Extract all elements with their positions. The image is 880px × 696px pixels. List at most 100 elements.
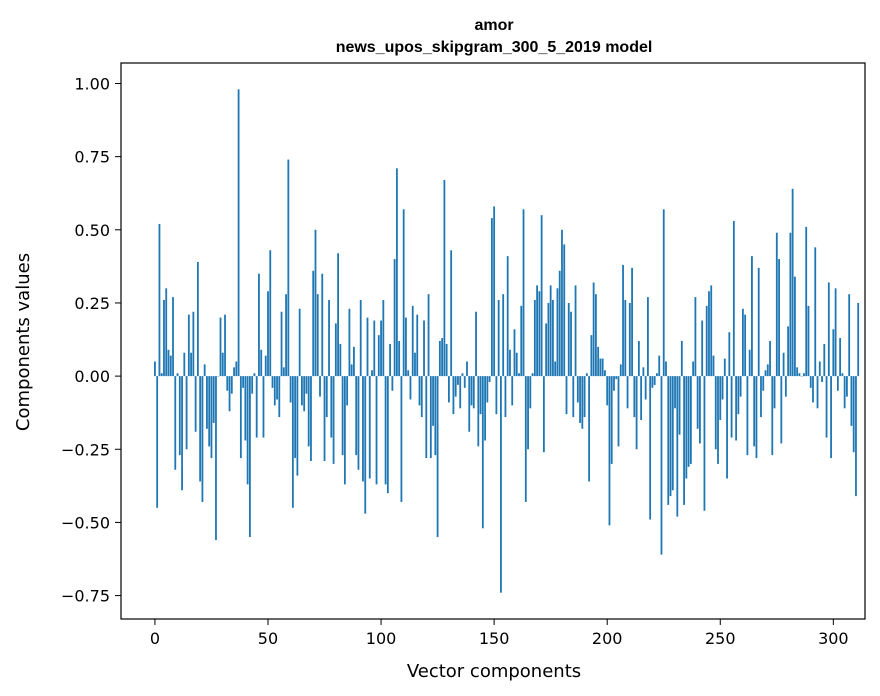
y-tick-label: 0.25: [74, 294, 110, 313]
bar-90: [357, 376, 360, 470]
bar-37: [237, 89, 240, 377]
bar-213: [635, 376, 638, 450]
bar-178: [556, 288, 559, 377]
bar-301: [834, 288, 837, 377]
bar-63: [296, 376, 299, 476]
bar-153: [500, 376, 502, 593]
bar-121: [427, 294, 430, 377]
bar-208: [624, 300, 627, 377]
bar-278: [782, 352, 785, 377]
bar-143: [477, 376, 480, 447]
bar-86: [348, 308, 351, 377]
bar-290: [809, 376, 812, 388]
bar-294: [818, 361, 821, 377]
bar-29: [219, 317, 222, 377]
x-tick-label: 50: [258, 629, 278, 648]
bar-95: [368, 376, 371, 479]
bar-82: [339, 343, 342, 377]
bar-260: [741, 308, 744, 377]
x-axis-ticks: 0 50 100 150 200 250 300: [150, 619, 849, 648]
bar-9: [174, 376, 177, 470]
bar-60: [289, 376, 292, 403]
bar-280: [787, 326, 790, 377]
bar-54: [276, 376, 278, 400]
bar-126: [438, 341, 441, 377]
bar-228: [669, 376, 672, 497]
bar-0: [154, 361, 156, 377]
bar-270: [764, 370, 767, 377]
bar-224: [660, 376, 663, 555]
bar-211: [631, 267, 633, 377]
bar-223: [658, 355, 661, 377]
bar-154: [502, 294, 505, 377]
bar-184: [570, 311, 572, 377]
bar-92: [362, 376, 364, 482]
bar-125: [436, 376, 439, 538]
bar-194: [592, 282, 595, 377]
bar-64: [298, 308, 301, 377]
bar-274: [773, 376, 776, 409]
bar-118: [420, 376, 423, 418]
bar-139: [468, 376, 471, 432]
bar-114: [411, 305, 414, 377]
bar-83: [341, 376, 344, 456]
bar-150: [493, 206, 496, 377]
bar-104: [389, 343, 392, 377]
bar-53: [273, 376, 276, 406]
bar-142: [475, 311, 477, 377]
bar-198: [601, 358, 604, 377]
bar-225: [662, 209, 665, 377]
bars-group: [154, 89, 860, 593]
bar-287: [803, 373, 805, 377]
bar-59: [287, 159, 290, 377]
bar-7: [169, 355, 172, 377]
bar-152: [497, 300, 500, 377]
bar-97: [373, 320, 376, 377]
bar-248: [714, 376, 717, 450]
bar-176: [552, 300, 554, 377]
bar-20: [199, 376, 202, 482]
bar-191: [585, 373, 588, 377]
bar-246: [710, 285, 713, 377]
bar-145: [481, 376, 484, 529]
bar-146: [484, 376, 486, 441]
bar-305: [843, 376, 846, 409]
bar-199: [604, 370, 606, 377]
bar-84: [343, 376, 346, 485]
bar-220: [651, 376, 654, 388]
bar-110: [402, 209, 405, 377]
bar-1: [156, 376, 159, 508]
bar-192: [588, 376, 591, 482]
bar-47: [260, 349, 263, 377]
bar-285: [798, 373, 801, 377]
bar-231: [676, 376, 679, 517]
bar-197: [599, 358, 602, 377]
bar-244: [705, 305, 708, 377]
bar-68: [307, 376, 310, 447]
bar-297: [825, 376, 828, 438]
bar-33: [228, 376, 231, 412]
bar-161: [518, 373, 520, 377]
bar-31: [224, 314, 226, 377]
bar-55: [278, 376, 281, 418]
bar-269: [762, 376, 765, 391]
x-tick-label: 0: [150, 629, 160, 648]
bar-298: [827, 282, 830, 377]
bar-284: [796, 367, 799, 377]
y-tick-label: −0.25: [61, 440, 110, 459]
bar-76: [325, 376, 328, 418]
bar-58: [285, 294, 287, 377]
bar-247: [712, 355, 715, 377]
bar-214: [637, 341, 640, 377]
bar-13: [183, 352, 186, 377]
bar-235: [685, 376, 688, 479]
bar-179: [558, 270, 561, 377]
bar-79: [332, 376, 335, 464]
bar-166: [529, 376, 532, 409]
bar-188: [579, 376, 581, 423]
bar-49: [264, 355, 267, 377]
bar-57: [282, 367, 285, 377]
bar-215: [640, 376, 643, 421]
bar-202: [610, 376, 613, 464]
bar-311: [857, 302, 860, 377]
